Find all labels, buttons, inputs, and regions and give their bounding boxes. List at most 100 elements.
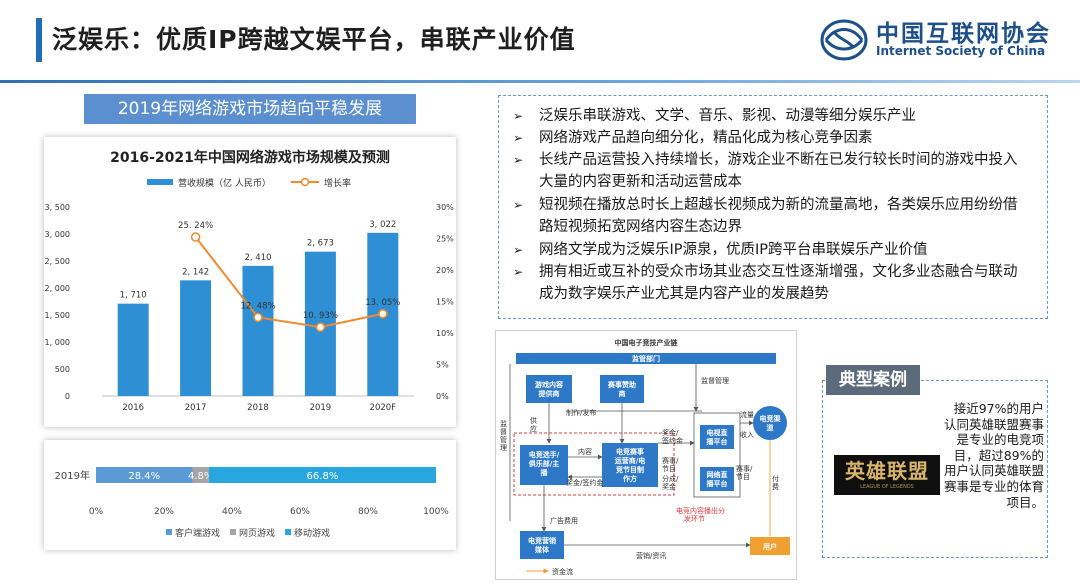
prize-label: 奖金/签约金 (566, 478, 603, 487)
x-tick-label: 20% (154, 507, 174, 517)
bullet-list: ➢ 泛娱乐串联游戏、文学、音乐、影视、动漫等细分娱乐产业 ➢ 网络游戏产品趋向细分化… (498, 95, 1048, 319)
y-left-tick-label: 3, 500 (45, 203, 70, 212)
production-label: 制作/发布 (566, 408, 596, 417)
org-name-en: Internet Society of China (876, 44, 1046, 58)
platform-share-chart: 2019年 28.4% 4.8% 66.8% 0% 20% 40% 60% 80% 100% 客户端… (55, 467, 449, 539)
legend-swatch-revenue (147, 179, 173, 185)
stacked-segment (208, 467, 436, 483)
platform-share-chart-panel: 2019年 28.4% 4.8% 66.8% 0% 20% 40% 60% 80% 100% 客户端… (44, 440, 456, 550)
bullet-item: ➢ 拥有相近或互补的受众市场其业态交互性逐渐增强，文化多业态融合与联动成为数字娱乐… (513, 261, 1018, 305)
content-provider-node (526, 375, 572, 403)
content-label: 内容 (578, 447, 592, 456)
ad-cost-label: 广告费用 (550, 516, 578, 525)
channel-label: 电竞渠道 (760, 414, 782, 432)
org-name-cn: 中国互联网协会 (876, 21, 1051, 47)
marketing-media-node (520, 531, 564, 559)
channel-node (753, 406, 787, 440)
marketing-media-label: 电竞营销媒体 (528, 536, 556, 554)
growth-line (194, 236, 384, 329)
segment-value-label: 66.8% (307, 471, 339, 482)
chart-title: 2016-2021年中国网络游戏市场规模及预测 (110, 150, 390, 166)
funds-label: 资金流 (552, 567, 573, 576)
x-tick-label: 2018 (247, 403, 269, 413)
diagram-title: 中国电子竞技产业链 (615, 338, 678, 347)
y-left-tick-label: 1, 000 (45, 338, 70, 347)
title-divider (0, 80, 1080, 83)
league-of-legends-logo-sub: LEAGUE OF LEGENDS (860, 484, 914, 490)
tv-platform-node (700, 425, 734, 449)
market-size-chart-panel: 2016-2021年中国网络游戏市场规模及预测 营收规模（亿 人民币） 增长率 0 5… (44, 137, 456, 427)
league-of-legends-logo: 英雄联盟 (834, 455, 940, 495)
growth-value-label: 10. 93% (303, 311, 338, 321)
income-label: 收入 (740, 430, 754, 439)
page-title: 泛娱乐：优质IP跨越文娱平台，串联产业价值 (52, 25, 576, 54)
arrow-icon: ➢ (513, 243, 524, 257)
y-left-tick-label: 2, 500 (45, 257, 70, 266)
y-category-label: 2019年 (55, 469, 90, 482)
legend-label: 移动游戏 (294, 527, 330, 539)
growth-value-label: 12. 48% (240, 301, 275, 311)
traffic-label: 流量 (740, 410, 754, 419)
event-operator-node (602, 443, 658, 487)
legend-swatch (285, 529, 291, 535)
x-tick-label: 100% (423, 507, 449, 517)
title-bar (0, 0, 1080, 82)
title-accent (36, 18, 42, 62)
bar-revenue (117, 303, 149, 396)
legend-label-growth: 增长率 (324, 177, 351, 189)
arrow-icon: ➢ (513, 153, 524, 167)
typical-case-box (822, 380, 1048, 558)
stacked-segment (192, 467, 209, 483)
x-tick-label: 2020F (370, 403, 397, 413)
web-platform-label: 网络直播平台 (707, 470, 728, 488)
segment-value-label: 4.8% (188, 471, 213, 482)
y-left-tick-label: 0 (65, 392, 70, 401)
arrow-icon: ➢ (513, 131, 524, 145)
y-left-tick-label: 1, 500 (45, 311, 70, 320)
regulator-label: 监管部门 (632, 354, 660, 363)
bar-value-label: 2, 142 (182, 267, 209, 277)
legend-label: 网页游戏 (239, 527, 275, 539)
esports-core-group (513, 432, 675, 496)
bar-revenue (242, 265, 274, 396)
arrow-icon: ➢ (513, 198, 524, 212)
supervision-left-label: 监督管理 (500, 419, 507, 452)
typical-case-label: 典型案例 (826, 365, 920, 395)
legend-label-revenue: 营收规模（亿 人民币） (178, 177, 271, 189)
section-title: 2019年网络游戏市场趋向平稳发展 (84, 94, 416, 124)
legend-label: 客户端游戏 (175, 527, 220, 539)
x-tick-label: 40% (222, 507, 242, 517)
y-left-tick-label: 500 (55, 365, 70, 374)
stacked-segment (96, 467, 193, 483)
payment-label: 付费 (772, 474, 779, 491)
y-right-tick-label: 20% (436, 266, 454, 275)
y-right-tick-label: 15% (436, 298, 454, 307)
y-left-tick-label: 2, 000 (45, 284, 70, 293)
typical-case-description: 接近97%的用户认同英雄联盟赛事是专业的电竞项目，超过89%的用户认同英雄联盟赛… (944, 401, 1045, 510)
arrow-icon: ➢ (513, 109, 524, 123)
legend-marker-growth (300, 177, 310, 187)
y-right-tick-label: 5% (436, 361, 449, 370)
x-tick-label: 60% (290, 507, 310, 517)
bar-value-label: 1, 710 (120, 291, 147, 301)
user-label: 用户 (763, 542, 777, 551)
x-tick-label: 2017 (185, 403, 207, 413)
bullet-item: ➢ 泛娱乐串联游戏、文学、音乐、影视、动漫等细分娱乐产业 (513, 105, 1018, 127)
y-right-tick-label: 30% (436, 203, 454, 212)
y-right-tick-label: 25% (436, 235, 454, 244)
bullet-item: ➢ 网络文学成为泛娱乐IP源泉，优质IP跨平台串联娱乐产业价值 (513, 239, 1018, 261)
marketing-label: 营销/资讯 (636, 551, 666, 560)
x-tick-label: 0% (89, 507, 104, 517)
tv-platform-label: 电视直播平台 (707, 428, 728, 446)
legend-swatch (230, 529, 236, 535)
bar-value-label: 2, 673 (307, 239, 334, 249)
share-revenue-label: 分成/奖金 (662, 474, 679, 491)
growth-point (190, 232, 201, 242)
sponsor-node (600, 375, 644, 403)
bar-value-label: 3, 022 (369, 220, 396, 230)
content-provider-label: 游戏内容提供商 (535, 380, 563, 398)
supervision-label: 监督管理 (701, 376, 729, 385)
player-club-label: 电竞选手/俱乐部/主播 (528, 450, 560, 477)
events2-label: 赛事/节目 (736, 464, 753, 481)
player-club-node (520, 445, 568, 485)
